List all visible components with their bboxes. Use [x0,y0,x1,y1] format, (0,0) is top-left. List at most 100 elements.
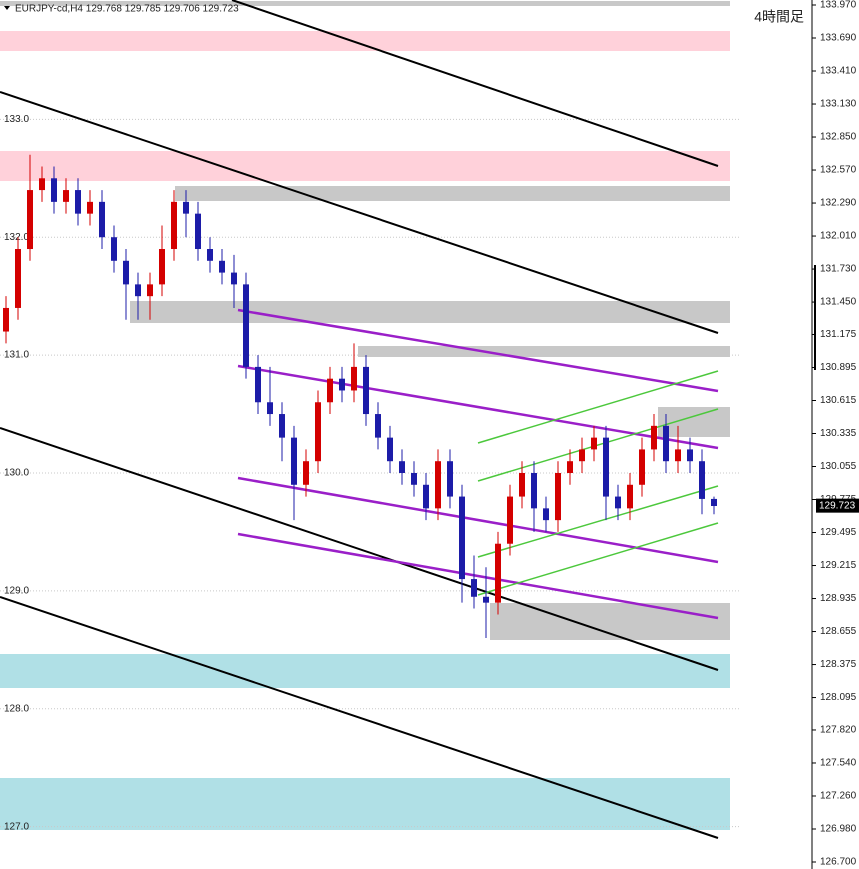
candle-body [387,437,393,462]
candle-body [231,272,237,285]
candle-body [483,596,489,603]
candle-body [447,461,453,497]
candle-body [171,201,177,250]
candle-body [15,249,21,308]
candle-body [111,237,117,261]
candle-body [423,484,429,509]
timeframe-label: 4時間足 [754,9,804,25]
y2-tick-label: 127.540 [820,758,857,769]
y2-tick-label: 129.215 [820,560,857,571]
y-tick-label: 131.0 [4,350,29,361]
y2-tick-label: 126.700 [820,857,857,868]
candle-body [627,484,633,509]
candle-body [243,284,249,367]
y2-tick-label: 127.820 [820,725,857,736]
y-tick-label: 133.0 [4,114,29,125]
y2-tick-label: 132.850 [820,132,857,143]
candle-body [279,414,285,438]
candle-body [159,249,165,285]
trend-line [0,596,719,839]
candle-body [351,366,357,391]
chart-title: EURJPY-cd,H4 129.768 129.785 129.706 129… [15,4,239,15]
price-axis: 133.970 133.690 133.410 133.130 132.850 132.5… [812,0,859,868]
y2-tick-label: 130.615 [820,395,857,406]
y2-tick-label: 130.335 [820,428,857,439]
y2-tick-label: 132.010 [820,231,857,242]
candle-body [375,414,381,438]
candle-body [615,496,621,509]
candle-body [363,366,369,415]
candle-body [711,498,717,506]
candle-body [687,449,693,462]
candle-body [471,579,477,597]
candle-body [99,201,105,238]
y-tick-label: 130.0 [4,468,29,479]
candle-body [555,472,561,521]
candle-body [87,201,93,214]
candle-body [123,260,129,285]
candle-body [327,378,333,403]
candle-body [291,437,297,485]
candle-body [579,449,585,462]
candle-body [651,425,657,450]
candle-body [219,260,225,273]
y2-tick-label: 132.290 [820,198,857,209]
zone [0,31,730,51]
candle-body [339,378,345,391]
y2-tick-label: 128.375 [820,659,857,670]
trend-line [237,308,719,393]
candle-body [267,402,273,415]
y-tick-label: 127.0 [4,821,29,832]
candle-body [639,449,645,485]
candle-body [435,461,441,509]
y2-tick-label: 127.260 [820,791,857,802]
candle-body [39,178,45,191]
candle-body [183,201,189,214]
trend-line [0,427,719,671]
trend-line [237,476,719,564]
last-price-box [816,498,859,513]
y-tick-label: 128.0 [4,703,29,714]
candle-body [591,437,597,450]
y2-tick-label: 129.495 [820,527,857,538]
candle-body [411,472,417,485]
y2-tick-label: 132.570 [820,165,857,176]
candle-body [603,437,609,497]
candle-body [699,461,705,499]
candles [3,154,717,639]
zone [0,151,730,181]
channel-lines [237,308,719,620]
zone [130,301,730,323]
zone [358,346,730,357]
channel-lines [477,370,719,596]
candle-body [303,461,309,485]
last-price-label: 129.723 [819,500,856,511]
trend-line [231,0,719,167]
menu-triangle [4,6,10,10]
candle-body [63,190,69,202]
y2-tick-label: 133.130 [820,99,857,110]
candle-body [663,425,669,462]
candle-body [675,449,681,462]
candle-body [567,461,573,473]
y2-tick-label: 128.655 [820,626,857,637]
candle-body [315,402,321,462]
trend-line [477,522,719,596]
candle-body [147,284,153,297]
candle-body [507,496,513,544]
candle-body [531,472,537,509]
zone [0,778,730,830]
y2-tick-label: 131.730 [820,264,857,275]
candle-body [51,178,57,202]
y2-tick-label: 133.410 [820,66,857,77]
zone [0,1,730,6]
channel-lines [0,0,719,839]
trend-line [477,370,719,444]
trend-line [477,485,719,558]
candle-body [135,284,141,297]
zone [0,654,730,688]
y2-tick-label: 133.690 [820,33,857,44]
trend-line [477,408,719,482]
candle-body [495,543,501,603]
